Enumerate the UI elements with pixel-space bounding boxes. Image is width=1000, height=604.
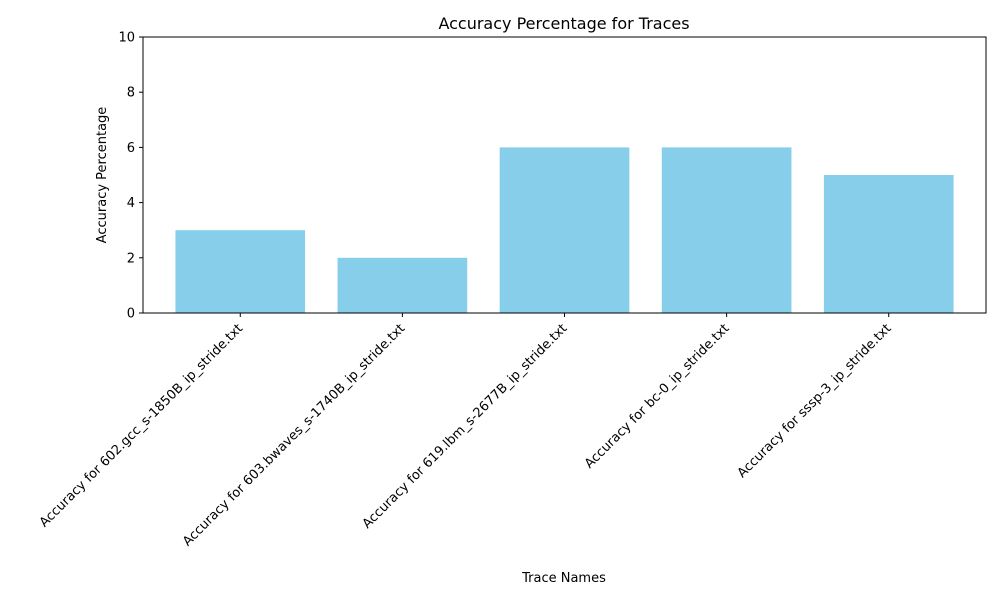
y-axis-label: Accuracy Percentage	[95, 107, 110, 244]
y-tick-label: 2	[127, 251, 135, 266]
chart-title: Accuracy Percentage for Traces	[438, 14, 689, 33]
plot-frame	[142, 36, 987, 314]
bar-1	[175, 230, 306, 313]
y-tick-label: 10	[118, 31, 135, 46]
y-tick-label: 4	[127, 196, 135, 211]
y-ticks-group: 0 2 4 6 8 10	[118, 31, 143, 322]
bar-5	[823, 175, 954, 313]
bars-group	[175, 147, 954, 313]
bar-2	[337, 257, 468, 313]
y-tick-label: 6	[127, 141, 135, 156]
x-axis-label: Trace Names	[521, 571, 606, 586]
bar-4	[661, 147, 792, 313]
y-tick-label: 0	[127, 307, 135, 322]
y-tick-label: 8	[127, 86, 135, 101]
bar-3	[499, 147, 630, 313]
